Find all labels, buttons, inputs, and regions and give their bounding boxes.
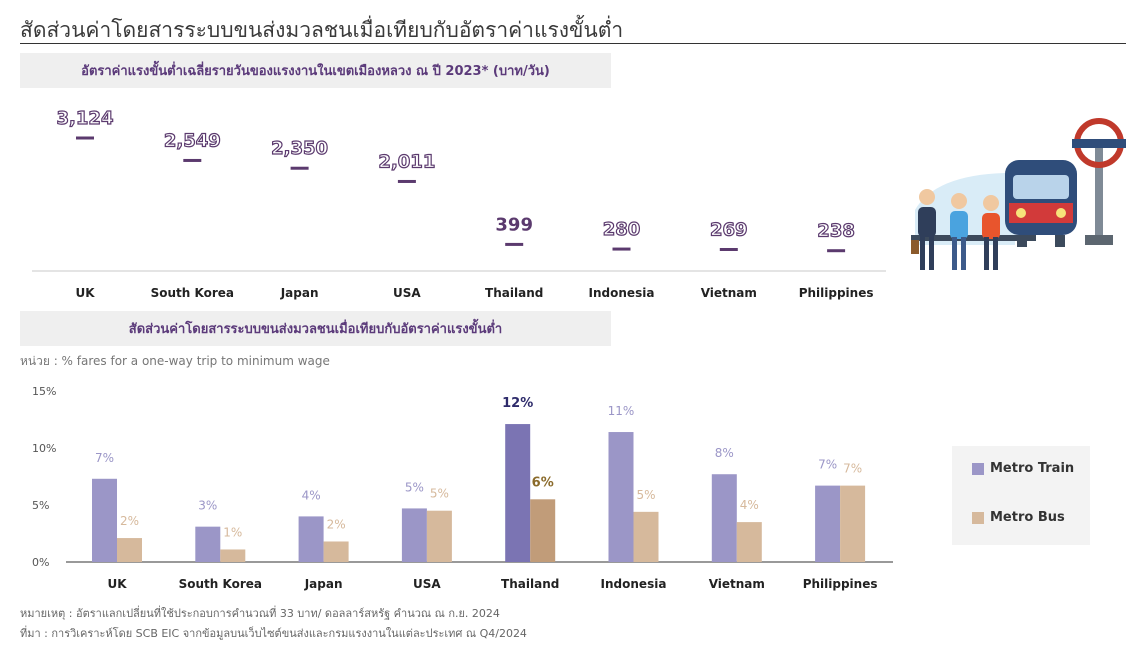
legend-label-metro-bus: Metro Bus bbox=[990, 510, 1065, 525]
fare-bar-metro-bus-philippines bbox=[840, 485, 866, 562]
wage-value-label-vietnam: 269 bbox=[710, 219, 748, 240]
fare-bar-metro-bus-vietnam bbox=[736, 522, 762, 562]
wage-bar-philippines bbox=[827, 249, 846, 253]
passenger-3-icon bbox=[982, 195, 1000, 270]
fare-y-tick-label: 10% bbox=[32, 442, 56, 455]
wage-bar-japan bbox=[290, 166, 309, 170]
fare-bar-metro-train-japan bbox=[298, 516, 324, 562]
fare-value-label-metro-bus-thailand: 6% bbox=[532, 475, 554, 490]
title-divider bbox=[20, 43, 1126, 44]
fare-bar-metro-train-thailand bbox=[505, 424, 531, 562]
fare-category-label-philippines: Philippines bbox=[803, 577, 878, 591]
wage-category-label-japan: Japan bbox=[280, 286, 319, 300]
passenger-1-icon bbox=[911, 189, 936, 270]
fare-category-label-thailand: Thailand bbox=[501, 577, 559, 591]
wage-value-label-usa: 2,011 bbox=[378, 151, 435, 172]
page-title: สัดส่วนค่าโดยสารระบบขนส่งมวลชนเมื่อเทียบ… bbox=[20, 18, 624, 42]
fare-value-label-metro-bus-philippines: 7% bbox=[843, 462, 862, 476]
fare-bar-metro-train-philippines bbox=[815, 485, 841, 562]
wage-category-label-vietnam: Vietnam bbox=[701, 286, 757, 300]
fare-chart-title: สัดส่วนค่าโดยสารระบบขนส่งมวลชนเมื่อเทียบ… bbox=[20, 311, 611, 346]
wage-category-label-usa: USA bbox=[393, 286, 421, 300]
fare-y-tick-label: 5% bbox=[32, 499, 49, 512]
wage-bar-south-korea bbox=[183, 158, 202, 162]
fare-bar-metro-train-south-korea bbox=[195, 526, 221, 562]
wage-bar-usa bbox=[397, 179, 416, 183]
footnote-note: หมายเหตุ : อัตราแลกเปลี่ยนที่ใช้ประกอบกา… bbox=[20, 607, 500, 620]
wage-value-label-thailand: 399 bbox=[495, 214, 533, 235]
fare-chart-unit-note: หน่วย : % fares for a one-way trip to mi… bbox=[20, 354, 330, 368]
fare-value-label-metro-bus-indonesia: 5% bbox=[636, 488, 655, 502]
legend-swatch-metro-train bbox=[972, 462, 984, 475]
wage-chart-title: อัตราค่าแรงขั้นต่ำเฉลี่ยรายวันของแรงงานใ… bbox=[20, 53, 611, 88]
wage-category-label-philippines: Philippines bbox=[799, 286, 874, 300]
wage-chart: 3,124 UK 2,549 South Korea 2,350 Japan 2,011 US… bbox=[32, 107, 886, 300]
fare-category-label-japan: Japan bbox=[304, 577, 343, 591]
fare-bar-metro-bus-indonesia bbox=[633, 511, 659, 562]
fare-category-label-vietnam: Vietnam bbox=[709, 577, 765, 591]
fare-chart: 0% 5% 10% 15% 7% 2% UK 3% 1% South Korea 4% 2% Japan… bbox=[32, 385, 893, 591]
fare-value-label-metro-train-uk: 7% bbox=[95, 451, 114, 465]
fare-value-label-metro-train-philippines: 7% bbox=[818, 458, 837, 472]
fare-bar-metro-train-usa bbox=[401, 508, 427, 562]
fare-category-label-indonesia: Indonesia bbox=[601, 577, 667, 591]
metro-sign-icon bbox=[1072, 118, 1126, 245]
fare-category-label-usa: USA bbox=[413, 577, 441, 591]
fare-value-label-metro-bus-uk: 2% bbox=[120, 514, 139, 528]
wage-category-label-thailand: Thailand bbox=[485, 286, 543, 300]
wage-bar-vietnam bbox=[719, 247, 738, 251]
fare-bar-metro-bus-usa bbox=[426, 510, 452, 562]
fare-value-label-metro-train-south-korea: 3% bbox=[198, 499, 217, 513]
fare-bar-metro-train-vietnam bbox=[711, 474, 737, 562]
fare-bar-metro-bus-uk bbox=[117, 538, 142, 562]
fare-value-label-metro-train-usa: 5% bbox=[405, 480, 424, 494]
wage-category-label-indonesia: Indonesia bbox=[589, 286, 655, 300]
legend-label-metro-train: Metro Train bbox=[990, 461, 1075, 476]
train-icon bbox=[1005, 160, 1077, 247]
legend-swatch-metro-bus bbox=[972, 511, 984, 524]
fare-y-tick-label: 15% bbox=[32, 385, 56, 398]
transit-illustration bbox=[911, 118, 1126, 270]
fare-bar-metro-train-uk bbox=[92, 478, 117, 562]
fare-value-label-metro-train-indonesia: 11% bbox=[608, 404, 635, 418]
wage-value-label-indonesia: 280 bbox=[603, 219, 641, 240]
fare-value-label-metro-bus-south-korea: 1% bbox=[223, 525, 242, 539]
platform-rail-icon bbox=[911, 235, 1036, 241]
legend-item-metro-bus: Metro Bus bbox=[972, 510, 1065, 525]
passenger-2-icon bbox=[950, 193, 968, 270]
wage-value-label-uk: 3,124 bbox=[57, 108, 114, 129]
wage-bar-indonesia bbox=[612, 247, 631, 251]
fare-bar-metro-bus-japan bbox=[323, 541, 349, 562]
wage-bar-thailand bbox=[505, 242, 524, 246]
footnote-source: ที่มา : การวิเคราะห์โดย SCB EIC จากข้อมู… bbox=[20, 627, 527, 640]
fare-category-label-south-korea: South Korea bbox=[179, 577, 262, 591]
wage-value-label-philippines: 238 bbox=[817, 221, 855, 242]
wage-category-label-uk: UK bbox=[75, 286, 95, 300]
fare-value-label-metro-bus-vietnam: 4% bbox=[740, 498, 759, 512]
fare-value-label-metro-bus-usa: 5% bbox=[430, 487, 449, 501]
wage-value-label-south-korea: 2,549 bbox=[164, 130, 221, 151]
fare-category-label-uk: UK bbox=[107, 577, 127, 591]
fare-value-label-metro-bus-japan: 2% bbox=[327, 517, 346, 531]
fare-y-tick-label: 0% bbox=[32, 556, 49, 569]
fare-value-label-metro-train-thailand: 12% bbox=[502, 396, 533, 411]
wage-bar-uk bbox=[76, 136, 94, 140]
fare-value-label-metro-train-vietnam: 8% bbox=[715, 446, 734, 460]
fare-bar-metro-train-indonesia bbox=[608, 432, 634, 562]
fare-value-label-metro-train-japan: 4% bbox=[302, 488, 321, 502]
wage-value-label-japan: 2,350 bbox=[271, 138, 328, 159]
legend-item-metro-train: Metro Train bbox=[972, 461, 1074, 476]
fare-chart-legend: Metro Train Metro Bus bbox=[952, 446, 1090, 545]
fare-bar-metro-bus-south-korea bbox=[220, 549, 246, 562]
wage-category-label-south-korea: South Korea bbox=[151, 286, 234, 300]
fare-bar-metro-bus-thailand bbox=[530, 499, 556, 562]
